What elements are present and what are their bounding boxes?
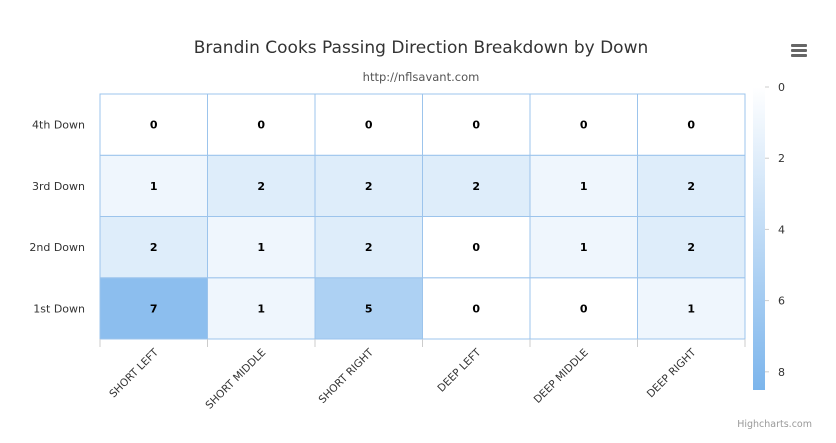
chart-subtitle: http://nflsavant.com — [363, 70, 480, 84]
cell-value-label: 1 — [150, 180, 158, 193]
heatmap-cell[interactable] — [314, 93, 423, 156]
y-axis-label: 2nd Down — [29, 241, 85, 254]
cell-value-label: 2 — [687, 180, 695, 193]
chart-menu-button[interactable] — [789, 42, 809, 60]
cell-value-label: 1 — [687, 302, 695, 315]
heatmap-cell[interactable] — [422, 93, 531, 156]
y-axis-label: 3rd Down — [32, 180, 85, 193]
cell-value-label: 0 — [472, 241, 480, 254]
color-axis-tick-label: 4 — [778, 223, 785, 236]
color-axis-tick-label: 2 — [778, 152, 785, 165]
y-axis-labels: 1st Down 2nd Down 3rd Down 4th Down — [29, 119, 85, 316]
heatmap-cell[interactable] — [529, 93, 638, 156]
heatmap-cell[interactable] — [207, 216, 316, 279]
cell-value-label: 0 — [472, 302, 480, 315]
heatmap-cell[interactable] — [637, 216, 746, 279]
y-axis-label: 4th Down — [32, 119, 85, 132]
cell-value-label: 0 — [687, 119, 695, 132]
heatmap-cell[interactable] — [314, 216, 423, 279]
color-axis-tick-label: 6 — [778, 295, 785, 308]
heatmap-cell[interactable] — [637, 93, 746, 156]
cell-value-label: 0 — [472, 119, 480, 132]
heatmap-cell[interactable] — [422, 216, 531, 279]
cell-value-label: 0 — [580, 119, 588, 132]
heatmap-cell[interactable] — [422, 277, 531, 340]
cell-value-label: 2 — [365, 241, 373, 254]
heatmap-cell[interactable] — [422, 154, 531, 217]
color-axis-legend: 0 2 4 6 8 — [753, 81, 785, 390]
heatmap-cell[interactable] — [207, 277, 316, 340]
x-axis-label: SHORT LEFT — [107, 346, 161, 400]
x-axis-label: DEEP RIGHT — [645, 346, 699, 400]
chart-title: Brandin Cooks Passing Direction Breakdow… — [194, 38, 649, 58]
heatmap-cell[interactable] — [207, 93, 316, 156]
x-axis-label: DEEP MIDDLE — [532, 347, 591, 406]
x-axis-label: SHORT RIGHT — [317, 346, 377, 406]
y-axis-label: 1st Down — [33, 302, 85, 315]
cell-value-label: 1 — [257, 241, 265, 254]
cell-value-label: 5 — [365, 302, 373, 315]
heatmap-cell[interactable] — [637, 277, 746, 340]
cell-value-label: 2 — [365, 180, 373, 193]
color-axis-tick-label: 0 — [778, 81, 785, 94]
cell-value-label: 2 — [472, 180, 480, 193]
cell-value-label: 0 — [580, 302, 588, 315]
heatmap-cell[interactable] — [99, 277, 208, 340]
x-axis-label: SHORT MIDDLE — [203, 347, 268, 412]
cell-value-label: 7 — [150, 302, 158, 315]
credits-link[interactable]: Highcharts.com — [737, 419, 812, 430]
cell-value-label: 2 — [687, 241, 695, 254]
heatmap-cells: 7 1 5 0 0 1 2 1 2 0 1 2 1 2 2 2 1 2 0 0 0 0 0 0 — [99, 93, 746, 340]
cell-value-label: 2 — [150, 241, 158, 254]
cell-value-label: 1 — [580, 180, 588, 193]
cell-value-label: 1 — [257, 302, 265, 315]
heatmap-cell[interactable] — [99, 154, 208, 217]
cell-value-label: 2 — [257, 180, 265, 193]
heatmap-cell[interactable] — [637, 154, 746, 217]
x-axis-labels: SHORT LEFT SHORT MIDDLE SHORT RIGHT DEEP LE… — [99, 339, 746, 412]
cell-value-label: 0 — [365, 119, 373, 132]
color-axis-gradient-bar — [753, 87, 765, 390]
cell-value-label: 1 — [580, 241, 588, 254]
cell-value-label: 0 — [257, 119, 265, 132]
heatmap-cell[interactable] — [99, 216, 208, 279]
heatmap-cell[interactable] — [529, 154, 638, 217]
x-axis-label: DEEP LEFT — [435, 346, 483, 394]
color-axis-tick-label: 8 — [778, 366, 785, 379]
heatmap-cell[interactable] — [529, 277, 638, 340]
cell-value-label: 0 — [150, 119, 158, 132]
heatmap-cell[interactable] — [99, 93, 208, 156]
